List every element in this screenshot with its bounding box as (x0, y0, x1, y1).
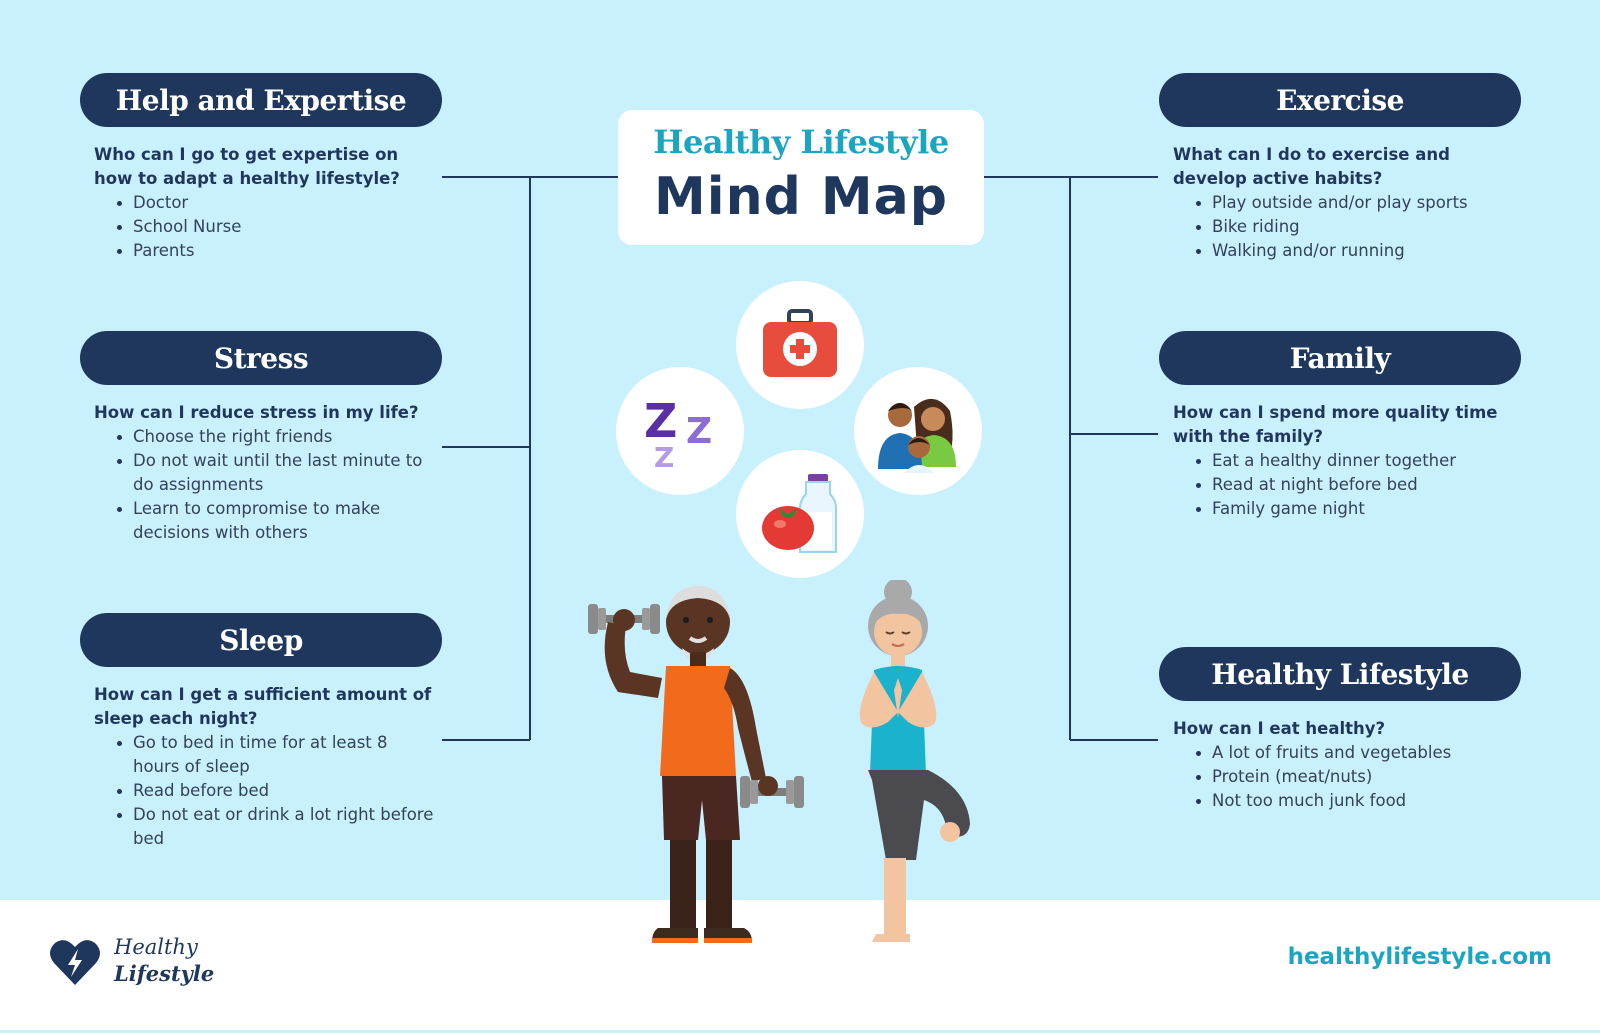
family-heading: Family (1159, 331, 1521, 385)
svg-text:Z: Z (686, 411, 712, 452)
sleep-heading: Sleep (80, 613, 442, 667)
help-heading: Help and Expertise (80, 73, 442, 127)
exercise-heading: Exercise (1159, 73, 1521, 127)
list-item: Read before bed (94, 779, 434, 803)
list-item: Walking and/or running (1173, 239, 1513, 263)
help-branch: Who can I go to get expertise on how to … (94, 143, 434, 263)
list-item: Not too much junk food (1173, 789, 1513, 813)
stress-list: Choose the right friends Do not wait unt… (94, 425, 434, 545)
stress-branch: How can I reduce stress in my life? Choo… (94, 401, 434, 545)
list-item: Parents (94, 239, 434, 263)
svg-text:Z: Z (644, 394, 677, 448)
healthy-food-icon (736, 450, 864, 578)
logo: Healthy Lifestyle (48, 935, 218, 995)
healthy-heading: Healthy Lifestyle (1159, 647, 1521, 701)
list-item: School Nurse (94, 215, 434, 239)
list-item: Do not wait until the last minute to do … (94, 449, 434, 497)
help-list: Doctor School Nurse Parents (94, 191, 434, 263)
sleep-list: Go to bed in time for at least 8 hours o… (94, 731, 434, 851)
exercise-branch: What can I do to exercise and develop ac… (1173, 143, 1513, 263)
stress-question: How can I reduce stress in my life? (94, 403, 419, 422)
help-question: Who can I go to get expertise on how to … (94, 145, 400, 188)
exercise-list: Play outside and/or play sports Bike rid… (1173, 191, 1513, 263)
logo-text-line2: Lifestyle (114, 961, 215, 986)
first-aid-kit-icon (736, 281, 864, 409)
healthy-question: How can I eat healthy? (1173, 719, 1386, 738)
healthy-branch: How can I eat healthy? A lot of fruits a… (1173, 717, 1513, 813)
woman-doing-yoga-illustration (859, 580, 970, 942)
list-item: Choose the right friends (94, 425, 434, 449)
heart-lightning-icon (50, 940, 100, 985)
man-with-dumbbells-illustration (588, 586, 804, 943)
website-link[interactable]: healthylifestyle.com (1287, 944, 1552, 970)
svg-text:Z: Z (654, 441, 674, 474)
sleep-zzz-icon: Z Z Z (616, 367, 744, 495)
footer-divider (0, 1030, 1600, 1033)
footer-band (0, 900, 1600, 1035)
healthy-list: A lot of fruits and vegetables Protein (… (1173, 741, 1513, 813)
list-item: Play outside and/or play sports (1173, 191, 1513, 215)
sleep-branch: How can I get a sufficient amount of sle… (94, 683, 434, 851)
exercise-question: What can I do to exercise and develop ac… (1173, 145, 1450, 188)
family-icon (854, 367, 982, 495)
family-list: Eat a healthy dinner together Read at ni… (1173, 449, 1513, 521)
list-item: Read at night before bed (1173, 473, 1513, 497)
list-item: Do not eat or drink a lot right before b… (94, 803, 434, 851)
stress-heading: Stress (80, 331, 442, 385)
title-main: Mind Map (654, 167, 948, 227)
list-item: Family game night (1173, 497, 1513, 521)
title-box: Healthy Lifestyle Mind Map (618, 110, 984, 245)
title-subtitle: Healthy Lifestyle (653, 123, 949, 161)
list-item: Doctor (94, 191, 434, 215)
elderly-couple-exercising-illustration (588, 580, 970, 943)
list-item: Learn to compromise to make decisions wi… (94, 497, 434, 545)
sleep-question: How can I get a sufficient amount of sle… (94, 685, 432, 728)
list-item: Go to bed in time for at least 8 hours o… (94, 731, 434, 779)
logo-text-line1: Healthy (114, 935, 198, 959)
list-item: Protein (meat/nuts) (1173, 765, 1513, 789)
family-branch: How can I spend more quality time with t… (1173, 401, 1513, 521)
family-question: How can I spend more quality time with t… (1173, 403, 1498, 446)
list-item: A lot of fruits and vegetables (1173, 741, 1513, 765)
list-item: Bike riding (1173, 215, 1513, 239)
list-item: Eat a healthy dinner together (1173, 449, 1513, 473)
